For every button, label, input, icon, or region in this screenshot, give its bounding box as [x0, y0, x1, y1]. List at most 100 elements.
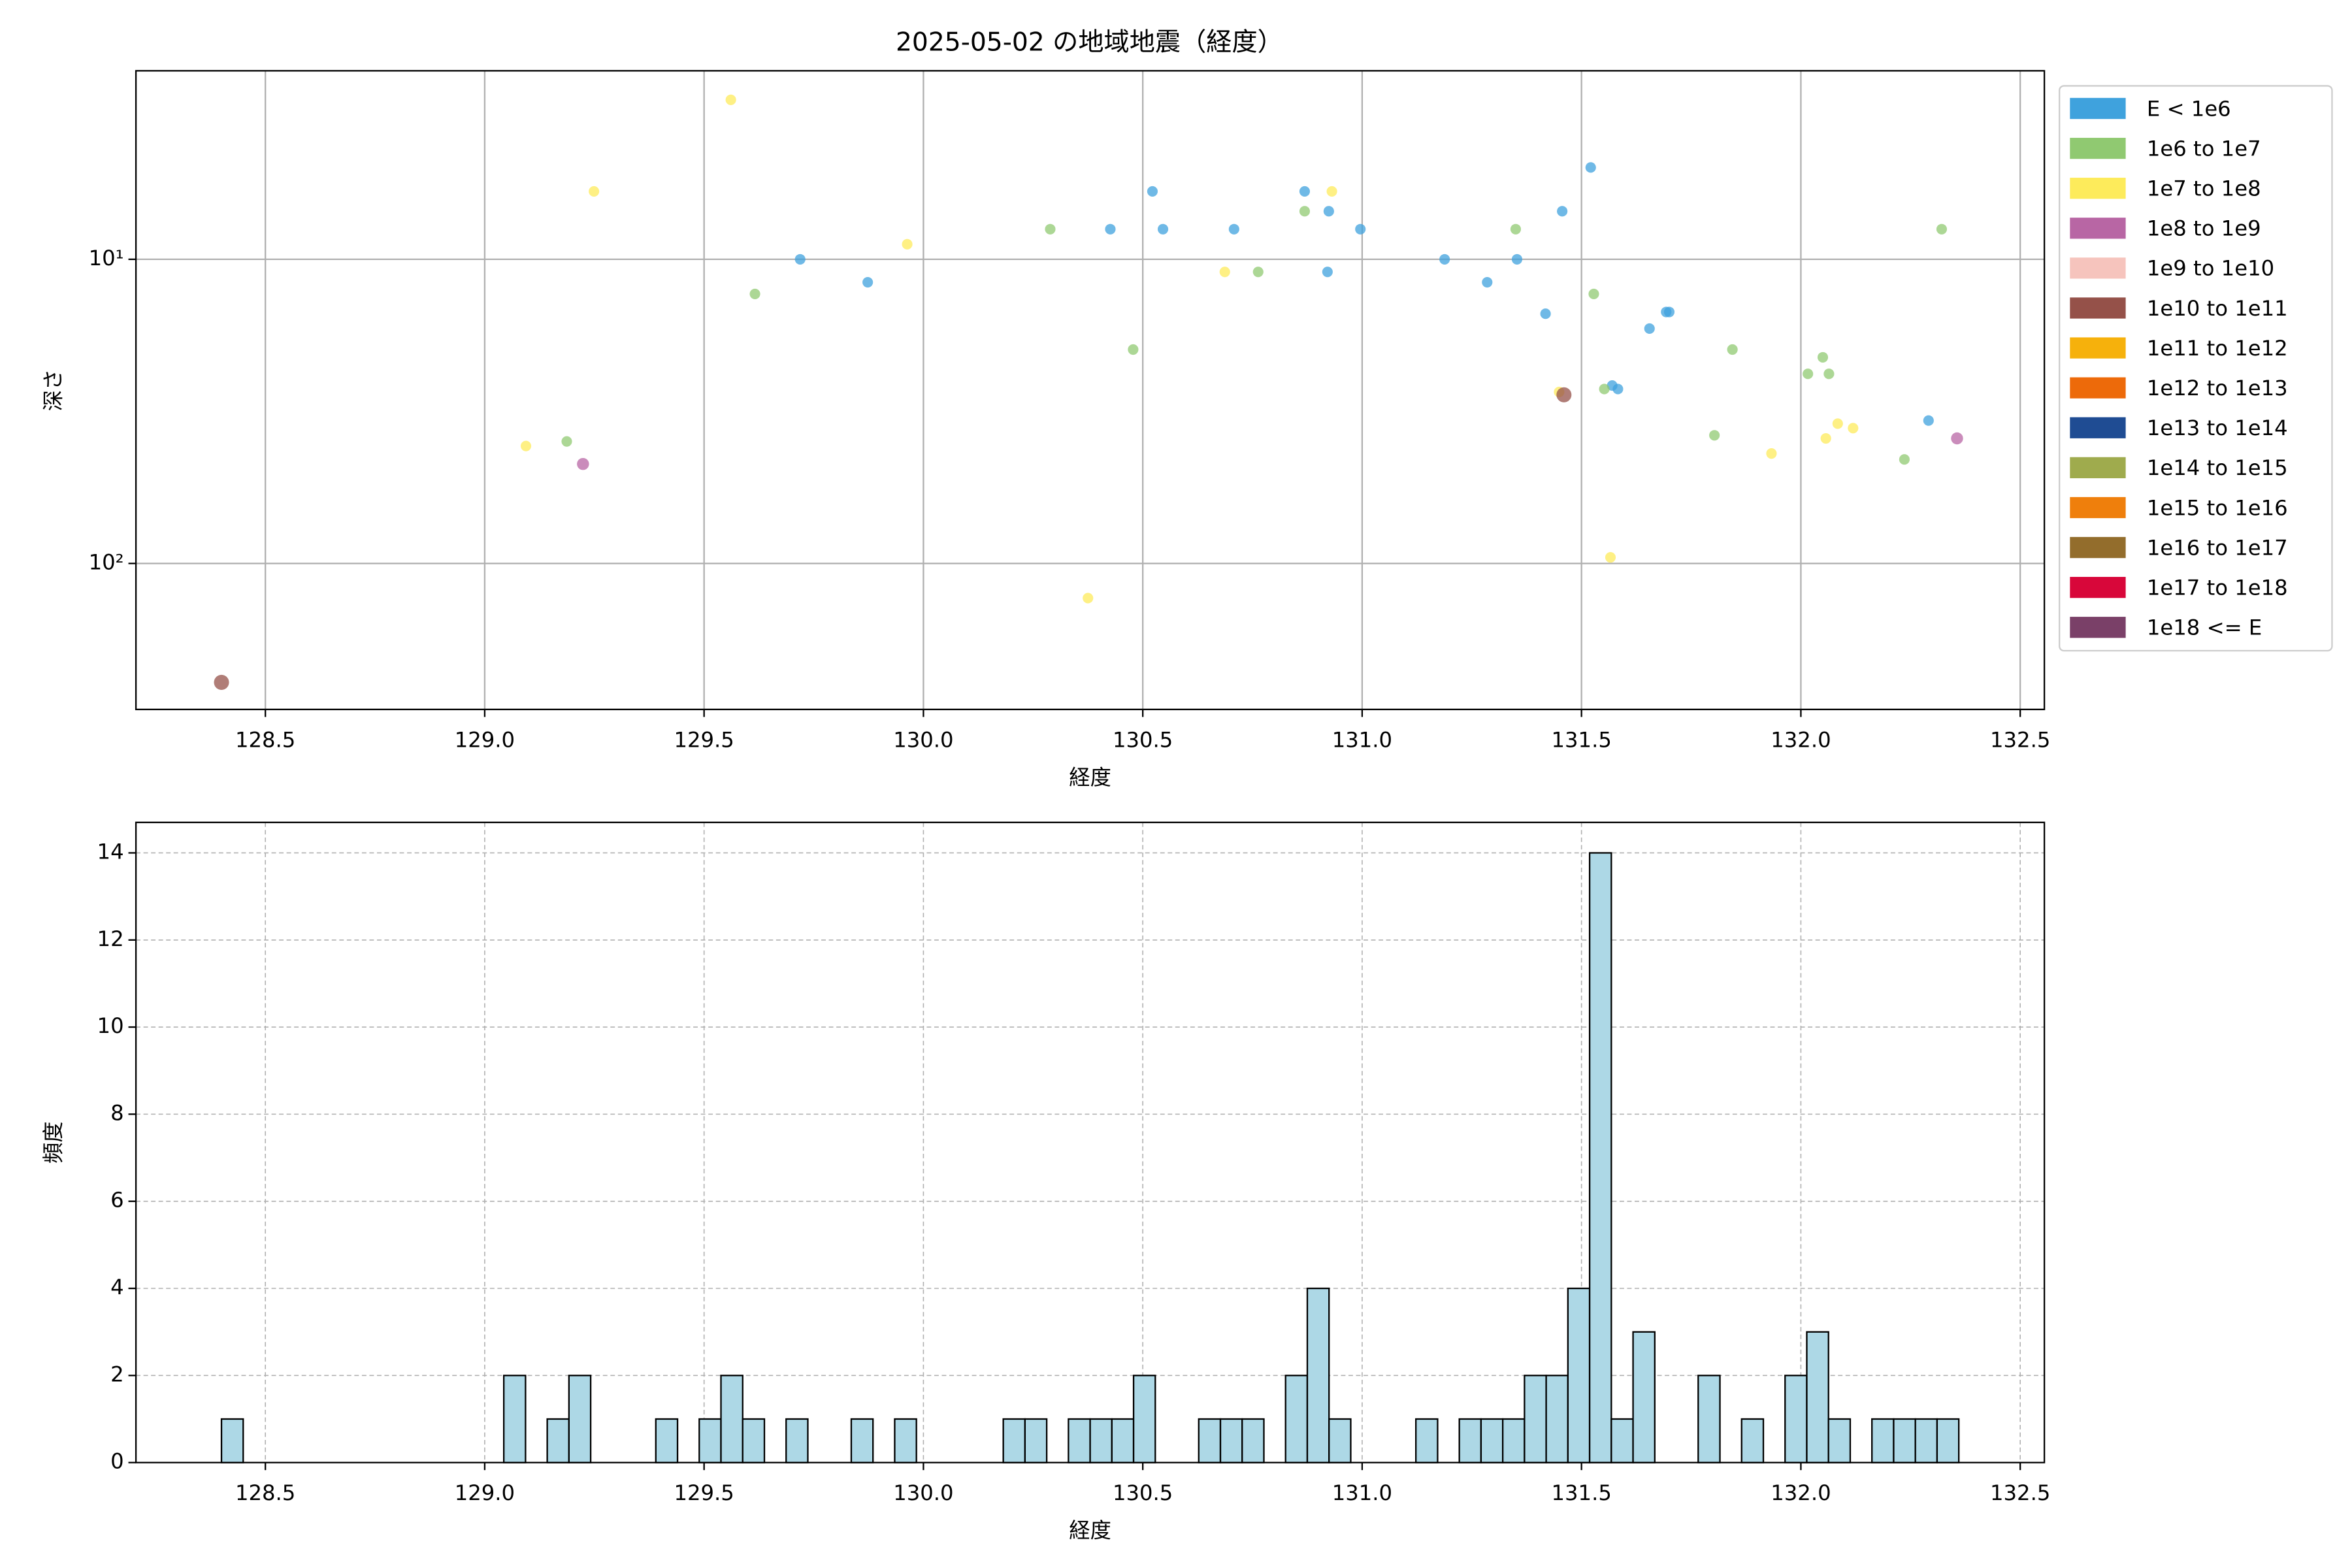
scatter-point: [1923, 415, 1934, 426]
scatter-point: [1439, 253, 1450, 265]
legend-label: 1e15 to 1e16: [2147, 495, 2288, 520]
scatter-point: [1556, 387, 1572, 402]
scatter-point: [1322, 267, 1333, 278]
scatter-point: [1823, 368, 1835, 380]
histogram-bar: [1198, 1418, 1222, 1463]
legend-swatch: [2070, 536, 2126, 559]
histogram-bar: [1328, 1418, 1352, 1463]
chart-title: 2025-05-02 の地域地震（経度）: [896, 27, 1283, 57]
x-tick-label: 129.5: [674, 1480, 734, 1505]
scatter-point: [1299, 186, 1311, 197]
scatter-point: [1766, 448, 1777, 459]
x-tick-label: 128.5: [235, 1480, 295, 1505]
histogram-bar: [1480, 1418, 1504, 1463]
scatter-point: [1936, 223, 1948, 235]
scatter-point: [1727, 344, 1738, 355]
legend-label: 1e9 to 1e10: [2147, 256, 2274, 281]
y-axis-label: 深さ: [41, 369, 66, 412]
histogram-bar: [1068, 1418, 1091, 1463]
legend-label: E < 1e6: [2147, 96, 2231, 121]
x-tick-label: 131.0: [1332, 727, 1392, 752]
scatter-point: [902, 238, 913, 250]
legend-label: 1e6 to 1e7: [2147, 136, 2261, 161]
y-tick-label: 10¹: [89, 246, 124, 270]
scatter-point: [1817, 351, 1829, 363]
scatter-point: [1128, 344, 1139, 355]
x-tick-label: 131.5: [1551, 727, 1611, 752]
legend-swatch: [2070, 97, 2126, 120]
x-axis-label: 経度: [1069, 765, 1111, 790]
y-axis-label: 頻度: [41, 1121, 66, 1164]
scatter-point: [1605, 552, 1616, 563]
histogram-bar: [1002, 1418, 1026, 1463]
scatter-point: [520, 440, 532, 451]
histogram-bar: [1241, 1418, 1265, 1463]
y-tick-label: 10²: [89, 549, 124, 574]
histogram-bar: [1089, 1418, 1113, 1463]
scatter-point: [589, 186, 600, 197]
y-tick-label: 4: [110, 1275, 124, 1299]
y-tick-label: 10: [97, 1013, 124, 1038]
histogram-bar: [1936, 1418, 1960, 1463]
histogram-bar: [1458, 1418, 1482, 1463]
x-tick-label: 131.0: [1332, 1480, 1392, 1505]
plot-frame: [135, 70, 2046, 711]
histogram-bar: [1610, 1418, 1634, 1463]
scatter-point: [1511, 253, 1523, 265]
legend-swatch: [2070, 417, 2126, 438]
scatter-point: [1899, 454, 1910, 465]
histogram-bar: [1219, 1418, 1243, 1463]
histogram-bar: [1284, 1375, 1309, 1463]
scatter-point: [1585, 162, 1596, 173]
histogram-bar: [1306, 1287, 1330, 1463]
histogram-bar: [1784, 1375, 1808, 1463]
scatter-point: [1355, 223, 1366, 235]
scatter-point: [214, 674, 229, 690]
scatter-point: [1083, 593, 1094, 604]
scatter-point: [1482, 276, 1493, 288]
scatter-point: [749, 288, 760, 300]
histogram-bar: [698, 1418, 722, 1463]
x-tick-label: 129.0: [455, 1480, 515, 1505]
scatter-point: [1510, 223, 1522, 235]
legend-label: 1e17 to 1e18: [2147, 575, 2288, 600]
histogram-bar: [1545, 1375, 1569, 1463]
y-tick-label: 6: [110, 1188, 124, 1213]
scatter-point: [1557, 206, 1568, 217]
histogram-bar: [1914, 1418, 1938, 1463]
histogram-bar: [1588, 852, 1612, 1463]
legend-swatch: [2070, 137, 2126, 159]
scatter-point: [1299, 206, 1311, 217]
x-tick-label: 131.5: [1551, 1480, 1611, 1505]
y-tick-label: 14: [97, 839, 124, 864]
legend-swatch: [2070, 576, 2126, 598]
scatter-point: [1540, 308, 1551, 319]
legend-swatch: [2070, 457, 2126, 478]
scatter-point: [725, 94, 736, 105]
legend-label: 1e10 to 1e11: [2147, 296, 2288, 321]
scatter-point: [862, 276, 874, 288]
histogram-bar: [1132, 1375, 1156, 1463]
histogram-bar: [1871, 1418, 1895, 1463]
histogram-bar: [220, 1418, 244, 1463]
plot-frame: [135, 821, 2046, 1463]
x-tick-label: 128.5: [235, 727, 295, 752]
histogram-bar: [1632, 1331, 1656, 1463]
histogram-bar: [720, 1375, 743, 1463]
scatter-point: [1588, 288, 1599, 300]
y-tick-label: 8: [110, 1100, 124, 1125]
histogram-bar: [785, 1418, 809, 1463]
x-tick-label: 129.0: [455, 727, 515, 752]
histogram-bar: [894, 1418, 917, 1463]
y-tick-label: 12: [97, 926, 124, 951]
scatter-point: [577, 457, 589, 470]
legend-label: 1e13 to 1e14: [2147, 416, 2288, 440]
legend-swatch: [2070, 297, 2126, 319]
histogram-bar: [1524, 1375, 1547, 1463]
histogram-bar: [1893, 1418, 1916, 1463]
scatter-point: [1820, 433, 1831, 444]
legend-swatch: [2070, 218, 2126, 239]
histogram-bar: [1740, 1418, 1765, 1463]
